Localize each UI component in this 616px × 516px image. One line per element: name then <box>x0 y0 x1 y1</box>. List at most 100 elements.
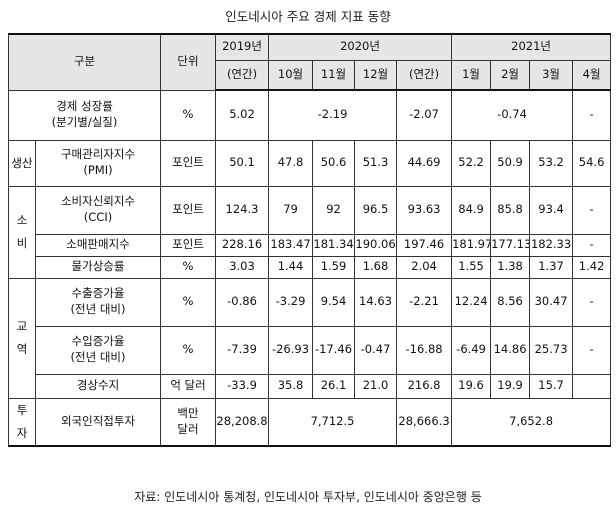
cell-feb: 85.8 <box>490 185 531 235</box>
cell-feb: 1.38 <box>490 255 531 279</box>
cell-apr: - <box>572 89 612 141</box>
table-row-gdp: 경제 성장률 (분기별/실질) % 5.02 -2.19 -2.07 -0.74… <box>7 89 612 141</box>
group-production: 생산 <box>8 139 36 187</box>
cell-2019: 228.16 <box>215 233 270 257</box>
cell-nov: 50.6 <box>312 139 356 187</box>
cell-unit-line1: 백만 <box>177 406 199 421</box>
cell-dec: 1.68 <box>354 255 398 279</box>
header-jan: 1월 <box>451 59 492 91</box>
cell-jan: -6.49 <box>451 325 492 375</box>
cell-q4-2020: 7,712.5 <box>268 397 398 447</box>
row-label: 구매관리자지수 (PMI) <box>34 139 162 187</box>
cell-dec: 51.3 <box>354 139 398 187</box>
cell-dec: 96.5 <box>354 185 398 235</box>
cell-mar: 15.7 <box>529 373 574 399</box>
row-label: 경상수지 <box>34 373 162 399</box>
table-title: 인도네시아 주요 경제 지표 동향 <box>225 9 391 24</box>
table-row-retail: 소매판매지수 포인트 228.16 183.47 181.34 190.06 1… <box>9 233 612 257</box>
row-label-line1: 소비자신뢰지수 <box>60 194 136 209</box>
header-year-2019: 2019년 <box>215 33 270 61</box>
row-label: 소매판매지수 <box>34 233 162 257</box>
cell-unit-line2: 달러 <box>177 421 199 436</box>
header-annual-2020: (연간) <box>396 59 453 91</box>
row-label: 외국인직접투자 <box>34 397 162 447</box>
cell-apr: - <box>572 325 612 375</box>
cell-unit: 억 달러 <box>160 373 217 399</box>
cell-mar: 25.73 <box>529 325 574 375</box>
cell-apr: 54.6 <box>572 139 612 187</box>
row-label: 수출증가율 (전년 대비) <box>34 277 162 327</box>
cell-jan: 52.2 <box>451 139 492 187</box>
cell-2019: -0.86 <box>215 277 270 327</box>
cell-dec: 21.0 <box>354 373 398 399</box>
cell-apr: - <box>572 233 612 257</box>
cell-q1-2021: -0.74 <box>451 89 574 141</box>
cell-unit: 백만 달러 <box>160 397 217 447</box>
cell-oct: 79 <box>268 185 314 235</box>
row-label: 소비자신뢰지수 (CCI) <box>34 185 162 235</box>
group-consumption-label: 소비 <box>16 213 28 250</box>
cell-jan: 84.9 <box>451 185 492 235</box>
cell-apr: - <box>572 277 612 327</box>
cell-apr: - <box>572 185 612 235</box>
cell-2020: 44.69 <box>396 139 453 187</box>
cell-2020: 93.63 <box>396 185 453 235</box>
cell-jan: 12.24 <box>451 277 492 327</box>
header-year-2021: 2021년 <box>451 33 612 61</box>
header-annual-2019: (연간) <box>215 59 270 91</box>
cell-unit: % <box>160 277 217 327</box>
cell-nov: 9.54 <box>312 277 356 327</box>
cell-oct: 1.44 <box>268 255 314 279</box>
cell-nov: 1.59 <box>312 255 356 279</box>
cell-unit: % <box>160 255 217 279</box>
cell-oct: 47.8 <box>268 139 314 187</box>
cell-mar: 1.37 <box>529 255 574 279</box>
cell-mar: 93.4 <box>529 185 574 235</box>
cell-jan: 1.55 <box>451 255 492 279</box>
table-row-inflation: 물가상승률 % 3.03 1.44 1.59 1.68 2.04 1.55 1.… <box>9 255 612 279</box>
row-label: 경제 성장률 (분기별/실질) <box>7 89 162 141</box>
group-trade-label: 교역 <box>16 319 28 356</box>
row-label: 물가상승률 <box>34 255 162 279</box>
group-trade: 교역 <box>8 277 36 399</box>
header-mar: 3월 <box>529 59 574 91</box>
cell-dec: 14.63 <box>354 277 398 327</box>
header-year-2020: 2020년 <box>268 33 453 61</box>
cell-2019: 5.02 <box>215 89 270 141</box>
cell-2020: -2.21 <box>396 277 453 327</box>
cell-jan: 181.97 <box>451 233 492 257</box>
cell-2019: 3.03 <box>215 255 270 279</box>
cell-2019: -33.9 <box>215 373 270 399</box>
cell-2019: 28,208.8 <box>215 397 270 447</box>
row-label-line2: (전년 대비) <box>70 302 126 316</box>
group-consumption: 소비 <box>8 185 36 279</box>
group-investment-label: 투자 <box>16 402 28 440</box>
row-label-line2: (전년 대비) <box>70 350 126 364</box>
cell-2020: 28,666.3 <box>396 397 453 447</box>
cell-2019: -7.39 <box>215 325 270 375</box>
cell-oct: -26.93 <box>268 325 314 375</box>
header-row-years: 구분 단위 2019년 2020년 2021년 <box>7 33 612 91</box>
cell-2020: 216.8 <box>396 373 453 399</box>
table-row-cci: 소비 소비자신뢰지수 (CCI) 포인트 124.3 79 92 96.5 93… <box>8 185 612 279</box>
source-note: 자료: 인도네시아 통계청, 인도네시아 투자부, 인도네시아 중앙은행 등 <box>134 490 482 504</box>
cell-q1-2021: 7,652.8 <box>451 397 612 447</box>
cell-apr <box>572 373 612 399</box>
cell-feb: 19.9 <box>490 373 531 399</box>
cell-2020: 197.46 <box>396 233 453 257</box>
cell-2020: -2.07 <box>396 89 453 141</box>
cell-mar: 182.33 <box>529 233 574 257</box>
row-label-line1: 수입증가율 <box>71 334 125 349</box>
cell-unit: 포인트 <box>160 185 217 235</box>
row-label-line1: 구매관리자지수 <box>60 147 136 162</box>
row-label-line2: (분기별/실질) <box>51 115 118 129</box>
row-label-line2: (CCI) <box>83 210 113 224</box>
header-row-periods: (연간) 10월 11월 12월 (연간) 1월 2월 3월 4월 <box>9 59 612 91</box>
group-investment: 투자 <box>8 397 36 447</box>
row-label-line1: 수출증가율 <box>71 286 125 301</box>
cell-2019: 124.3 <box>215 185 270 235</box>
row-label-line1: 경제 성장률 <box>56 99 113 114</box>
row-label-line2: (PMI) <box>83 163 113 177</box>
cell-q4-2020: -2.19 <box>268 89 398 141</box>
cell-apr: 1.42 <box>572 255 612 279</box>
